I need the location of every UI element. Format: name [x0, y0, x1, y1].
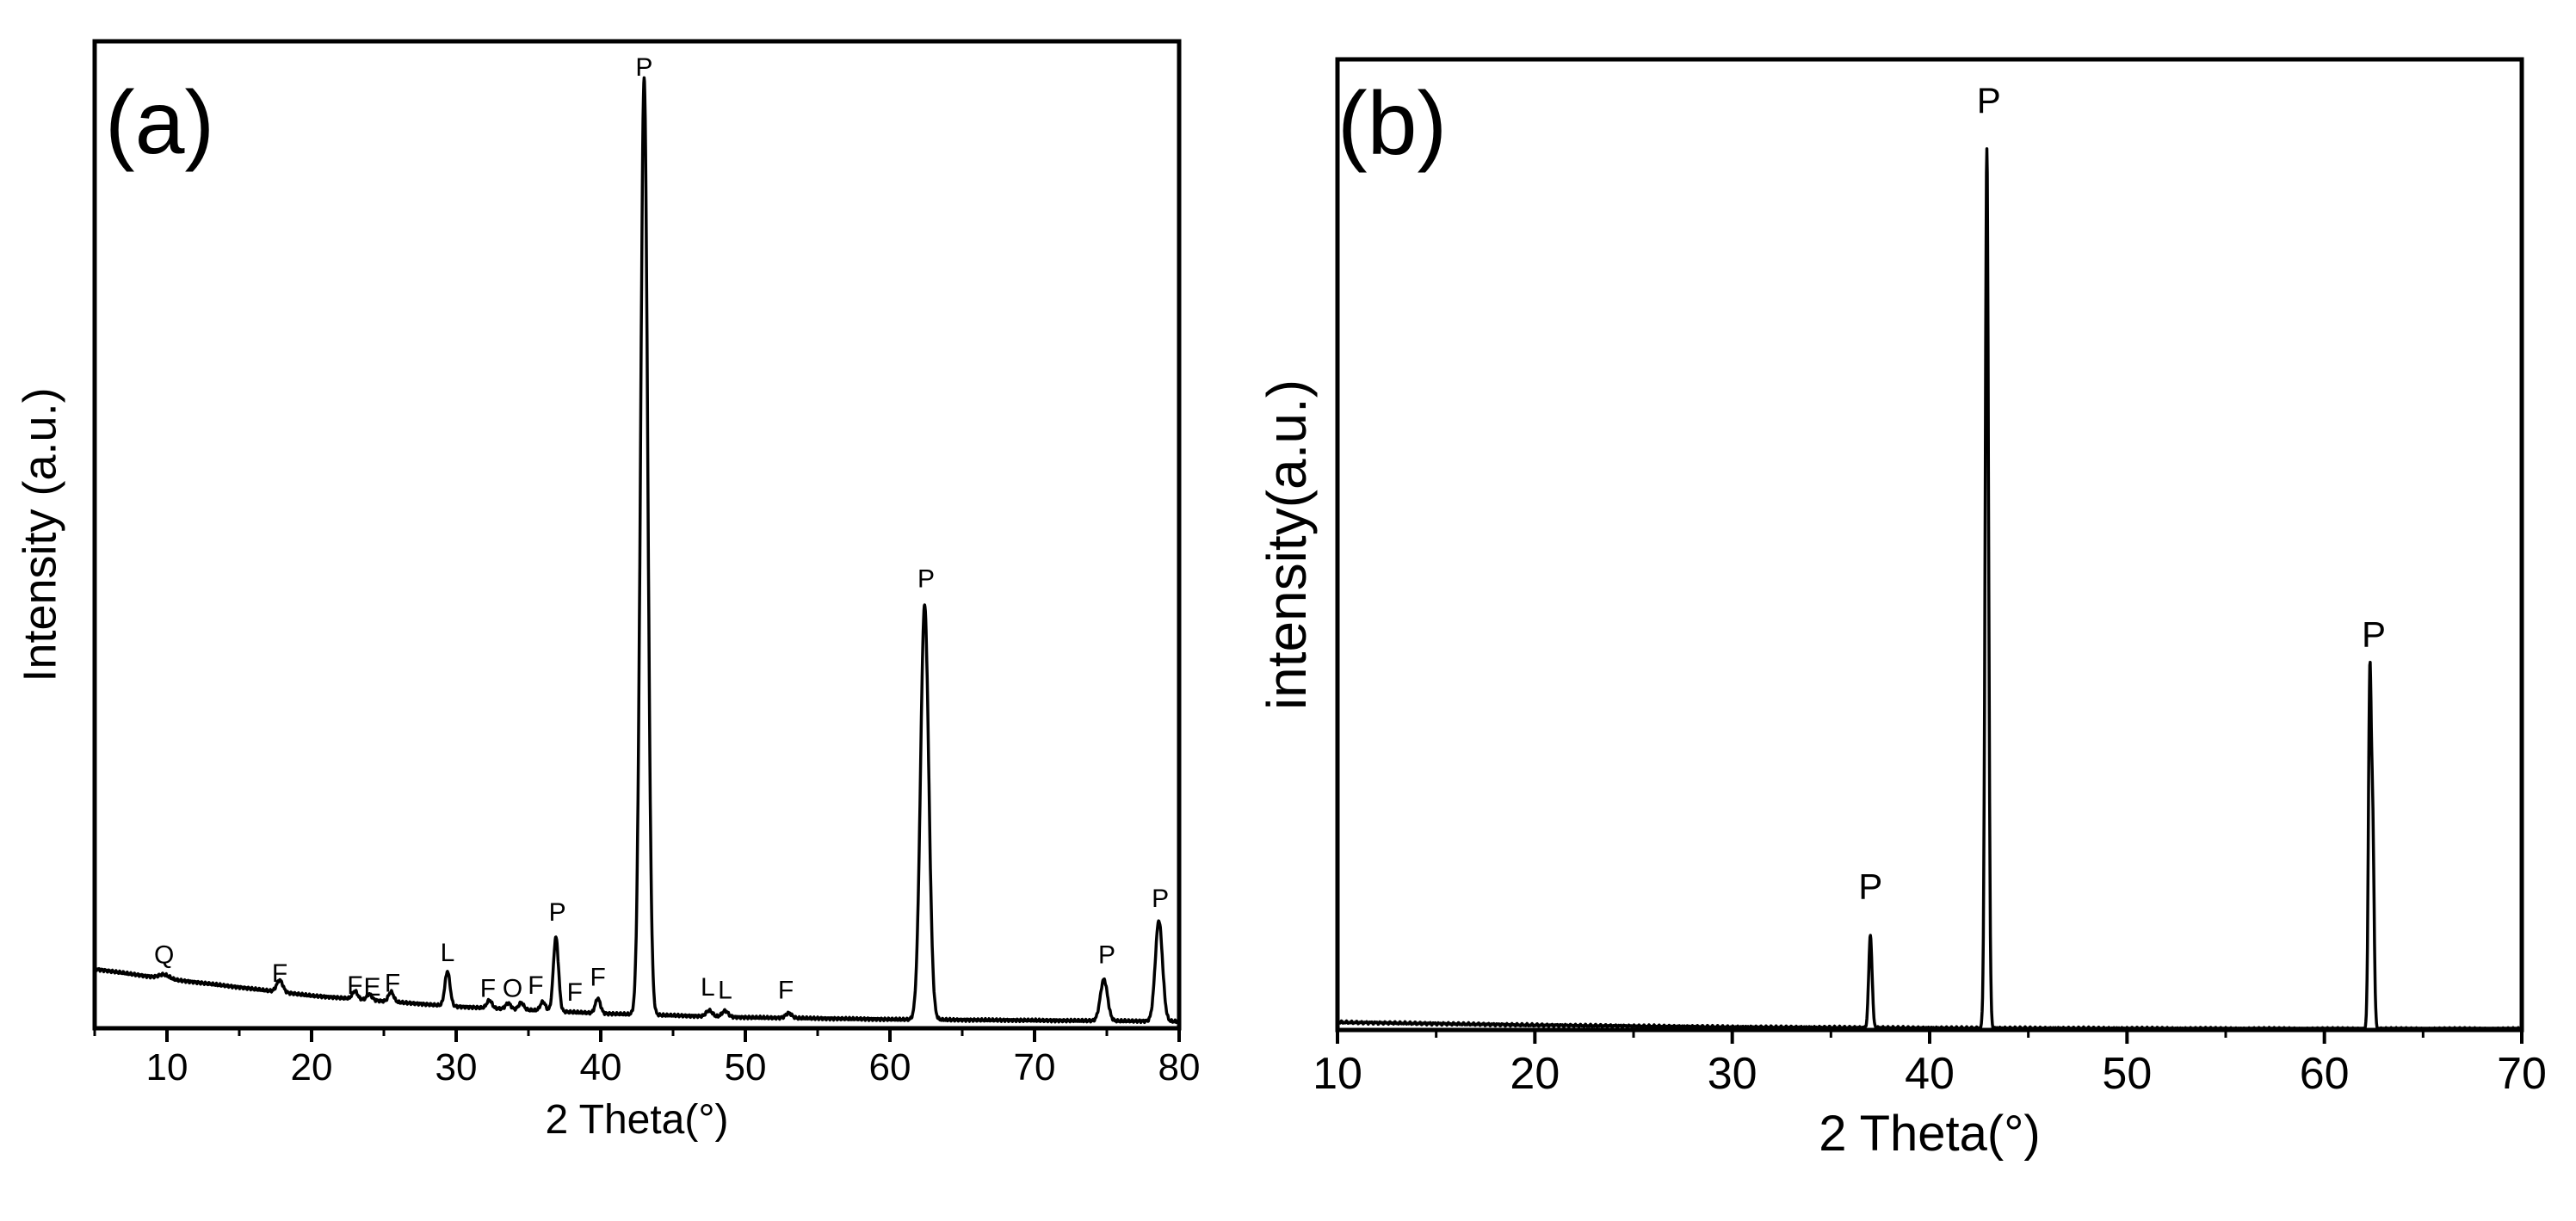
panel-b-x-axis-label: 2 Theta(°): [1819, 1106, 2040, 1162]
peak-label: O: [503, 974, 522, 1002]
peak-label: P: [549, 898, 566, 927]
x-tick-label: 10: [1313, 1049, 1362, 1099]
peak-label: L: [701, 973, 715, 1002]
peak-label: P: [917, 564, 935, 593]
peak-label: F: [567, 978, 583, 1007]
x-tick-label: 10: [146, 1046, 188, 1088]
x-tick-label: 60: [2300, 1049, 2350, 1099]
peak-label: F: [347, 971, 362, 1000]
x-tick-label: 40: [580, 1046, 622, 1088]
panel-b: (b) 2 Theta(°) intensity(a.u.) 10 20 30 40 5…: [1256, 57, 2547, 1162]
panel-b-label: (b): [1337, 74, 1447, 174]
peak-label: P: [2362, 614, 2386, 654]
peak-label: P: [1977, 80, 2001, 120]
peak-label: Q: [154, 940, 174, 969]
peak-label: E: [364, 973, 381, 1002]
panel-a-label: (a): [105, 73, 214, 173]
x-tick-label: 20: [291, 1046, 333, 1088]
peak-label: P: [635, 53, 652, 82]
peak-label: L: [441, 939, 455, 967]
x-tick-label: 20: [1510, 1049, 1560, 1099]
peak-label: F: [480, 974, 496, 1002]
peak-label: L: [718, 977, 732, 1005]
x-tick-label: 70: [2497, 1049, 2547, 1099]
x-tick-label: 50: [2102, 1049, 2152, 1099]
x-tick-label: 60: [869, 1046, 911, 1088]
plot-frame: [1335, 57, 2524, 1033]
peak-label: F: [590, 964, 605, 992]
panel-a: (a) 2 Theta(°) Intensity (a.u.) 10 20 30 40…: [14, 39, 1201, 1143]
plot-frame: [92, 39, 1182, 1031]
peak-label: F: [272, 959, 287, 988]
peak-label: F: [778, 977, 794, 1005]
peak-label: P: [1858, 866, 1882, 907]
xrd-pattern-line: [1336, 147, 2523, 1030]
x-tick-label: 40: [1905, 1049, 1955, 1099]
peak-label: P: [1098, 940, 1115, 969]
x-tick-label: 30: [436, 1046, 478, 1088]
xrd-pattern-line: [93, 76, 1181, 1025]
peak-label: F: [528, 971, 543, 1000]
x-tick-label: 30: [1708, 1049, 1757, 1099]
peak-label: P: [1152, 885, 1169, 913]
panel-a-x-axis-label: 2 Theta(°): [545, 1097, 728, 1143]
x-tick-label: 50: [725, 1046, 767, 1088]
x-tick-label: 70: [1014, 1046, 1056, 1088]
panel-b-y-axis-label: intensity(a.u.): [1256, 379, 1318, 710]
x-tick-label: 80: [1158, 1046, 1201, 1088]
peak-label: F: [385, 970, 400, 998]
panel-a-y-axis-label: Intensity (a.u.): [14, 387, 65, 681]
